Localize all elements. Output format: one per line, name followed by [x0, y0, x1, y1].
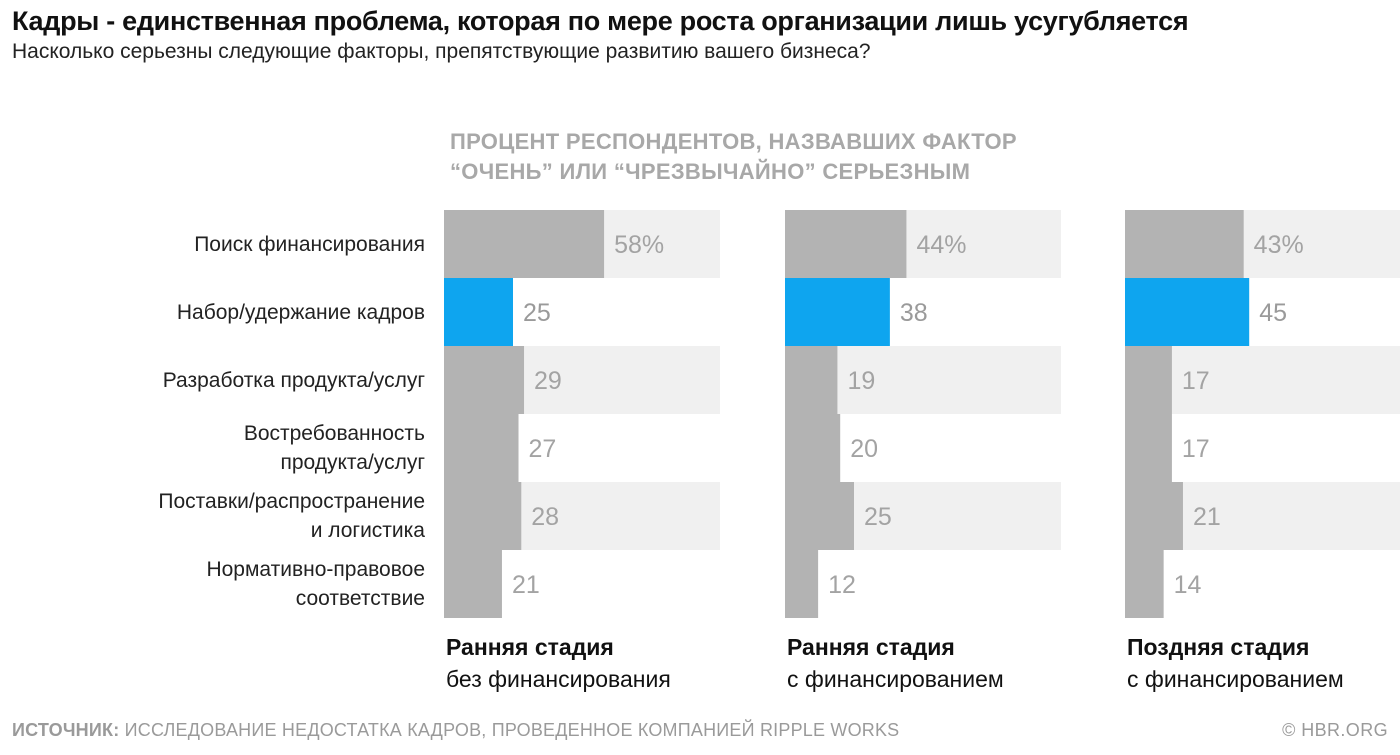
bar — [785, 210, 907, 278]
metric-description-line1: Процент респондентов, назвавших фактор — [450, 129, 1017, 154]
panel-header-subtitle: без финансирования — [446, 666, 671, 692]
panel-2: 44% 38 19 20 25 12 — [785, 210, 1061, 618]
panel-header-title: Поздняя стадия — [1127, 634, 1310, 660]
panel-header-title: Ранняя стадия — [787, 634, 955, 660]
bar — [1125, 550, 1164, 618]
data-label: 58% — [614, 231, 664, 259]
category-label: Нормативно-правовое соответствие — [65, 550, 425, 618]
data-label: 12 — [828, 571, 856, 599]
panel-header-title: Ранняя стадия — [446, 634, 614, 660]
data-label: 21 — [512, 571, 540, 599]
bar — [444, 278, 513, 346]
bar — [1125, 414, 1172, 482]
bar — [1125, 210, 1244, 278]
category-label-line: Разработка продукта/услуг — [162, 368, 425, 392]
bar — [1125, 346, 1172, 414]
category-label-line: Востребованность — [243, 422, 425, 445]
data-label: 21 — [1193, 503, 1221, 531]
bar — [1125, 482, 1183, 550]
data-label: 25 — [523, 299, 551, 327]
source-note: ИСТОЧНИК: ИССЛЕДОВАНИЕ НЕДОСТАТКА КАДРОВ… — [12, 720, 899, 741]
panel-header-subtitle: с финансированием — [1127, 666, 1344, 692]
bar — [444, 482, 522, 550]
bar — [444, 550, 502, 618]
data-label: 25 — [864, 503, 892, 531]
category-label-line: соответствие — [295, 587, 425, 610]
bar — [785, 414, 841, 482]
data-label: 20 — [850, 435, 878, 463]
data-label: 29 — [534, 367, 562, 395]
data-label: 17 — [1182, 435, 1210, 463]
category-label: Востребованность продукта/услуг — [65, 414, 425, 482]
bar — [444, 346, 525, 414]
bar — [444, 414, 519, 482]
bar — [785, 278, 890, 346]
category-label-line: Нормативно-правовое — [206, 558, 425, 581]
category-label-line: Поиск финансирования — [194, 232, 425, 256]
source-label: ИСТОЧНИК: — [12, 720, 120, 740]
category-label: Поиск финансирования — [65, 210, 425, 278]
data-label: 17 — [1182, 367, 1210, 395]
category-label-line: Набор/удержание кадров — [176, 300, 425, 324]
category-label-line: продукта/услуг — [280, 451, 425, 474]
data-label: 27 — [529, 435, 557, 463]
category-label: Поставки/распространение и логистика — [65, 482, 425, 550]
bar — [1125, 278, 1250, 346]
bar — [785, 550, 819, 618]
data-label: 38 — [900, 299, 928, 327]
metric-description: Процент респондентов, назвавших фактор “… — [450, 127, 1017, 187]
data-label: 45 — [1259, 299, 1287, 327]
data-label: 44% — [916, 231, 966, 259]
data-label: 43% — [1254, 231, 1304, 259]
bar — [785, 482, 854, 550]
data-label: 14 — [1174, 571, 1202, 599]
bar — [444, 210, 605, 278]
source-text: ИССЛЕДОВАНИЕ НЕДОСТАТКА КАДРОВ, ПРОВЕДЕН… — [119, 720, 900, 740]
data-label: 19 — [847, 367, 875, 395]
category-label: Разработка продукта/услуг — [65, 346, 425, 414]
chart-title: Кадры - единственная проблема, которая п… — [12, 6, 1189, 36]
category-label: Набор/удержание кадров — [65, 278, 425, 346]
copyright: © HBR.ORG — [1282, 720, 1388, 740]
bar — [785, 346, 838, 414]
panel-3: 43% 45 17 17 21 14 — [1125, 210, 1400, 618]
data-label: 28 — [531, 503, 559, 531]
panel-1: 58% 25 29 27 28 21 — [444, 210, 720, 618]
chart-subtitle: Насколько серьезны следующие факторы, пр… — [12, 40, 871, 63]
category-label-line: и логистика — [310, 519, 425, 542]
metric-description-line2: “очень” или “чрезвычайно” серьезным — [450, 159, 971, 184]
panel-header-subtitle: с финансированием — [787, 666, 1004, 692]
category-label-line: Поставки/распространение — [158, 490, 425, 513]
